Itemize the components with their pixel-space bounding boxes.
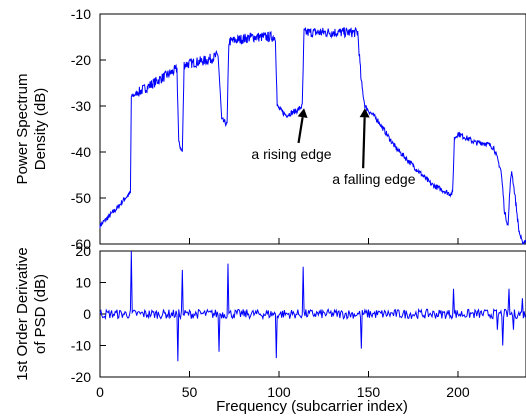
bottom-y-axis-label-line1: 1st Order Derivative <box>14 247 31 380</box>
bottom-y-tick-label: 0 <box>83 306 91 322</box>
top-y-tick-label: -40 <box>71 144 91 160</box>
top-y-ticks: -60 -50 -40 -30 -20 -10 <box>71 6 106 252</box>
annotation-arrow-head <box>297 108 308 118</box>
bottom-y-tick-label: -20 <box>71 369 91 385</box>
annotation-label: a rising edge <box>251 146 331 162</box>
top-y-tick-label: -10 <box>71 6 91 22</box>
top-y-tick-label: -50 <box>71 190 91 206</box>
bottom-x-tick-label: 100 <box>267 384 291 400</box>
top-y-tick-label: -20 <box>71 52 91 68</box>
bottom-y-tick-label: 20 <box>75 243 91 259</box>
annotation-arrow-shaft <box>297 117 304 144</box>
bottom-panel: -20 -10 0 10 20 0 50 100 150 200 1st Order Deriv… <box>14 238 526 415</box>
top-y-tick-label: -60 <box>71 236 91 252</box>
bottom-x-tick-label: 150 <box>357 384 381 400</box>
bottom-y-ticks: -20 -10 0 10 20 <box>71 243 106 385</box>
bottom-y-tick-label: -10 <box>71 338 91 354</box>
annotation-arrow-shaft <box>362 117 366 169</box>
bottom-y-axis-label-line2: of PSD (dB) <box>32 274 49 354</box>
x-axis-label: Frequency (subcarrier index) <box>216 398 408 415</box>
bottom-x-tick-label: 200 <box>446 384 470 400</box>
bottom-y-tick-label: 10 <box>75 275 91 291</box>
annotation-arrow-head <box>359 108 370 118</box>
derivative-series-line <box>99 250 526 362</box>
annotation-label: a falling edge <box>332 171 416 187</box>
top-y-axis-label-line1: Power Spectrum <box>14 74 31 185</box>
top-y-tick-label: -30 <box>71 98 91 114</box>
bottom-x-tick-label: 0 <box>96 384 104 400</box>
psd-series-line <box>99 27 526 245</box>
bottom-x-ticks: 0 50 100 150 200 <box>96 238 470 400</box>
top-psd-line <box>99 27 526 245</box>
top-y-axis-label-line2: Density (dB) <box>32 88 49 171</box>
top-plot-frame <box>99 13 526 245</box>
bottom-x-tick-label: 50 <box>182 384 198 400</box>
bottom-derivative-line <box>99 250 526 362</box>
